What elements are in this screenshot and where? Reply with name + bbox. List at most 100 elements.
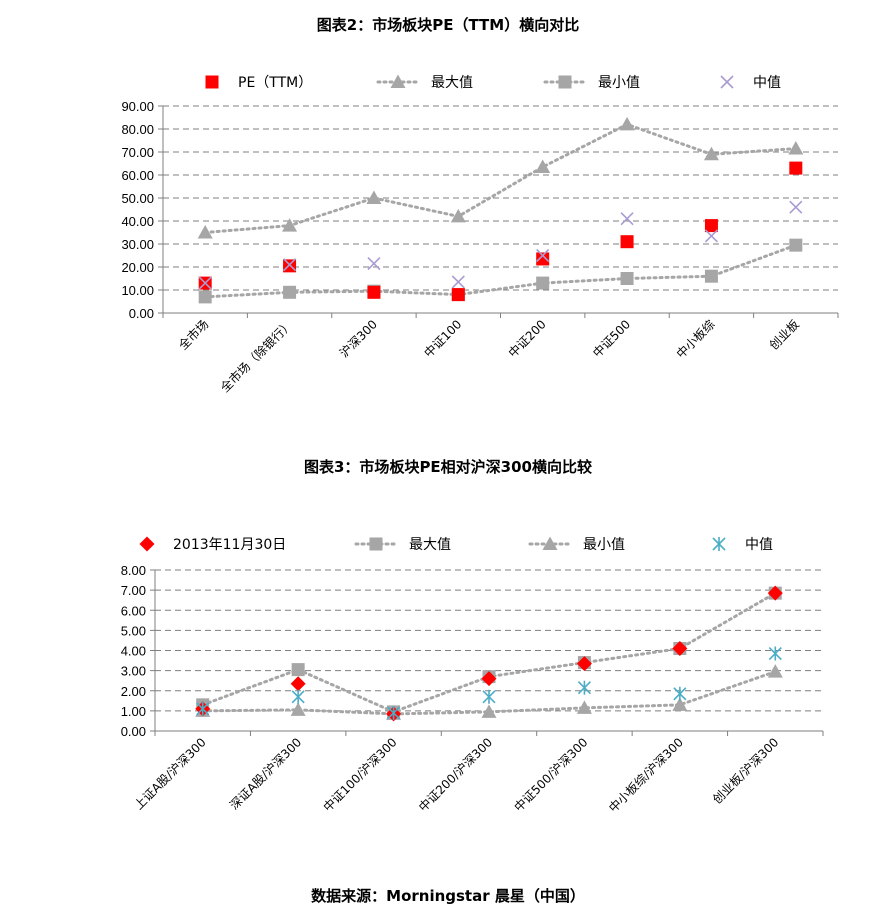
chart2-ytick-label: 7.00: [121, 583, 146, 598]
chart2-point: [481, 671, 497, 687]
chart1-legend-label: 最大值: [431, 75, 473, 91]
chart2-category-label: 中证200/沪深300: [415, 735, 495, 815]
chart2-gridlines: [150, 569, 823, 732]
chart2-legend-marker: [712, 537, 726, 551]
chart2-point: [576, 656, 592, 672]
chart1-point: [536, 276, 550, 290]
chart1-ytick-label: 60.00: [121, 168, 154, 183]
chart2-point: [673, 686, 687, 701]
chart1-legend-item-1: 最大值: [376, 74, 473, 91]
chart1-series-line-1: [203, 122, 798, 234]
chart1-legend-marker: [558, 75, 572, 89]
chart2-legend-item-2: 最小值: [528, 536, 625, 553]
chart2-point: [577, 680, 591, 695]
chart1-point: [451, 288, 465, 302]
chart2-point: [387, 705, 401, 720]
chart2-ytick-label: 4.00: [121, 644, 146, 659]
chart2-category-label: 创业板/沪深300: [710, 735, 781, 806]
chart2-ytick-label: 8.00: [121, 563, 146, 578]
chart1-point: [789, 161, 803, 175]
chart2-point: [481, 704, 497, 718]
chart2-point: [767, 664, 783, 678]
chart2-svg: 0.00 1.00 2.00 3.00 4.00 5.00 6.00 7.00 8.00 上证A股…: [121, 536, 824, 816]
chart1-category-label: 创业板: [767, 317, 802, 352]
chart1-category-label: 中证500: [589, 317, 633, 361]
chart1-point: [451, 275, 465, 289]
chart1-category-label: 全市场: [175, 317, 211, 353]
chart2-legend-item-3: 中值: [712, 537, 773, 553]
chart1-legend-item-0: PE（TTM）: [205, 75, 312, 91]
chart1-point: [703, 146, 719, 161]
chart1-point: [788, 141, 804, 155]
chart2-point: [672, 697, 688, 711]
chart2-ytick-label: 0.00: [121, 724, 146, 739]
chart2-point: [291, 663, 305, 677]
chart1-category-label: 沪深300: [337, 317, 380, 360]
chart2-point: [290, 702, 306, 716]
chart2-category-label: 中证100/沪深300: [320, 735, 400, 815]
chart1-point: [620, 235, 634, 249]
chart2-ytick-label: 3.00: [121, 664, 146, 679]
chart1-legend-item-3: 中值: [720, 75, 781, 91]
chart1-point: [282, 258, 297, 272]
chart1-category-label: 中证200: [505, 317, 549, 361]
chart1-point: [198, 290, 212, 304]
chart1-legend-item-2: 最小值: [543, 75, 640, 91]
chart2-legend-marker: [369, 537, 383, 551]
chart2-series-3: [196, 646, 782, 720]
chart1-point: [704, 229, 719, 243]
chart1-ytick-label: 30.00: [121, 237, 154, 252]
chart1-legend-label: 中值: [753, 75, 781, 91]
chart1-ytick-label: 70.00: [121, 145, 154, 160]
chart2-point: [290, 676, 306, 692]
chart1-legend-marker: [390, 74, 406, 88]
chart1-point: [283, 285, 297, 299]
chart2-category-label: 深证A股/沪深300: [227, 735, 304, 812]
chart1-gridlines: [158, 105, 838, 314]
chart2-title: 图表3：市场板块PE相对沪深300横向比较: [304, 458, 592, 476]
chart1-point: [283, 259, 297, 273]
chart1-point: [197, 225, 213, 239]
chart1-title: 图表2：市场板块PE（TTM）横向对比: [316, 16, 580, 34]
chart2-point: [767, 585, 783, 601]
chart1-category-label: 中小板综: [673, 317, 718, 362]
chart1-point: [704, 219, 718, 233]
chart2-point: [482, 689, 496, 704]
chart2-legend-label: 最小值: [583, 537, 625, 553]
chart1-category-label: 中证100: [421, 317, 465, 361]
chart2-legend-label: 中值: [745, 537, 773, 553]
chart1-point: [367, 256, 381, 271]
chart1-point: [282, 218, 298, 232]
chart1-point: [789, 200, 803, 214]
chart1-ytick-label: 0.00: [129, 306, 154, 321]
chart2-ytick-label: 1.00: [121, 704, 146, 719]
chart2-legend-marker: [139, 536, 155, 552]
chart2-point: [291, 689, 305, 704]
chart1-ytick-label: 50.00: [121, 191, 154, 206]
chart1-point: [198, 276, 212, 290]
chart2-legend-item-0: 2013年11月30日: [139, 536, 286, 553]
chart1-point: [366, 190, 382, 204]
chart2-ytick-label: 5.00: [121, 623, 146, 638]
chart1-point: [620, 272, 634, 285]
chart1-ytick-label: 90.00: [121, 99, 154, 114]
chart1-legend-label: PE（TTM）: [238, 75, 312, 91]
chart1-svg: 0.00 10.00 20.00 30.00 40.00 50.00 60.00 70.00 8…: [121, 74, 839, 395]
chart1-legend-label: 最小值: [598, 75, 640, 91]
chart1-ytick-label: 40.00: [121, 214, 154, 229]
chart2-category-label: 中证500/沪深300: [511, 735, 591, 815]
chart1-point: [535, 159, 551, 173]
chart1-legend-marker: [205, 75, 219, 89]
chart2-legend-label: 最大值: [409, 537, 451, 553]
chart2-category-label: 上证A股/沪深300: [132, 735, 209, 812]
chart2-category-label: 中小板综/沪深300: [605, 735, 686, 816]
chart1-category-label: 全市场（除银行）: [217, 317, 295, 395]
chart1-legend-marker: [720, 75, 734, 89]
chart2-legend-label: 2013年11月30日: [173, 537, 286, 553]
chart1-point: [450, 208, 466, 223]
chart2-point: [768, 646, 782, 661]
chart1-point: [367, 285, 381, 299]
chart1-series-1: [197, 116, 804, 239]
chart1-point: [536, 252, 550, 266]
chart1-point: [620, 212, 634, 226]
